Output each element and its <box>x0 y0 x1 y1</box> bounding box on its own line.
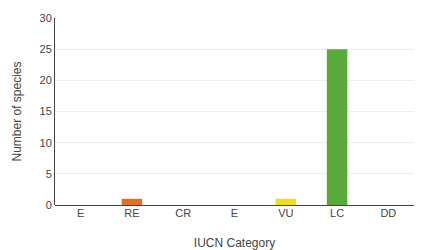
svg-text:E: E <box>231 207 238 219</box>
svg-text:5: 5 <box>46 168 52 180</box>
svg-text:Number of species: Number of species <box>10 61 24 161</box>
svg-text:25: 25 <box>40 43 52 55</box>
svg-text:RE: RE <box>124 207 139 219</box>
svg-text:E: E <box>77 207 84 219</box>
svg-text:30: 30 <box>40 12 52 24</box>
svg-text:IUCN Category: IUCN Category <box>194 236 275 250</box>
svg-text:15: 15 <box>40 105 52 117</box>
svg-text:VU: VU <box>278 207 293 219</box>
svg-text:10: 10 <box>40 137 52 149</box>
svg-text:DD: DD <box>380 207 396 219</box>
svg-text:0: 0 <box>46 199 52 211</box>
svg-text:CR: CR <box>175 207 191 219</box>
svg-text:LC: LC <box>330 207 344 219</box>
svg-text:20: 20 <box>40 74 52 86</box>
